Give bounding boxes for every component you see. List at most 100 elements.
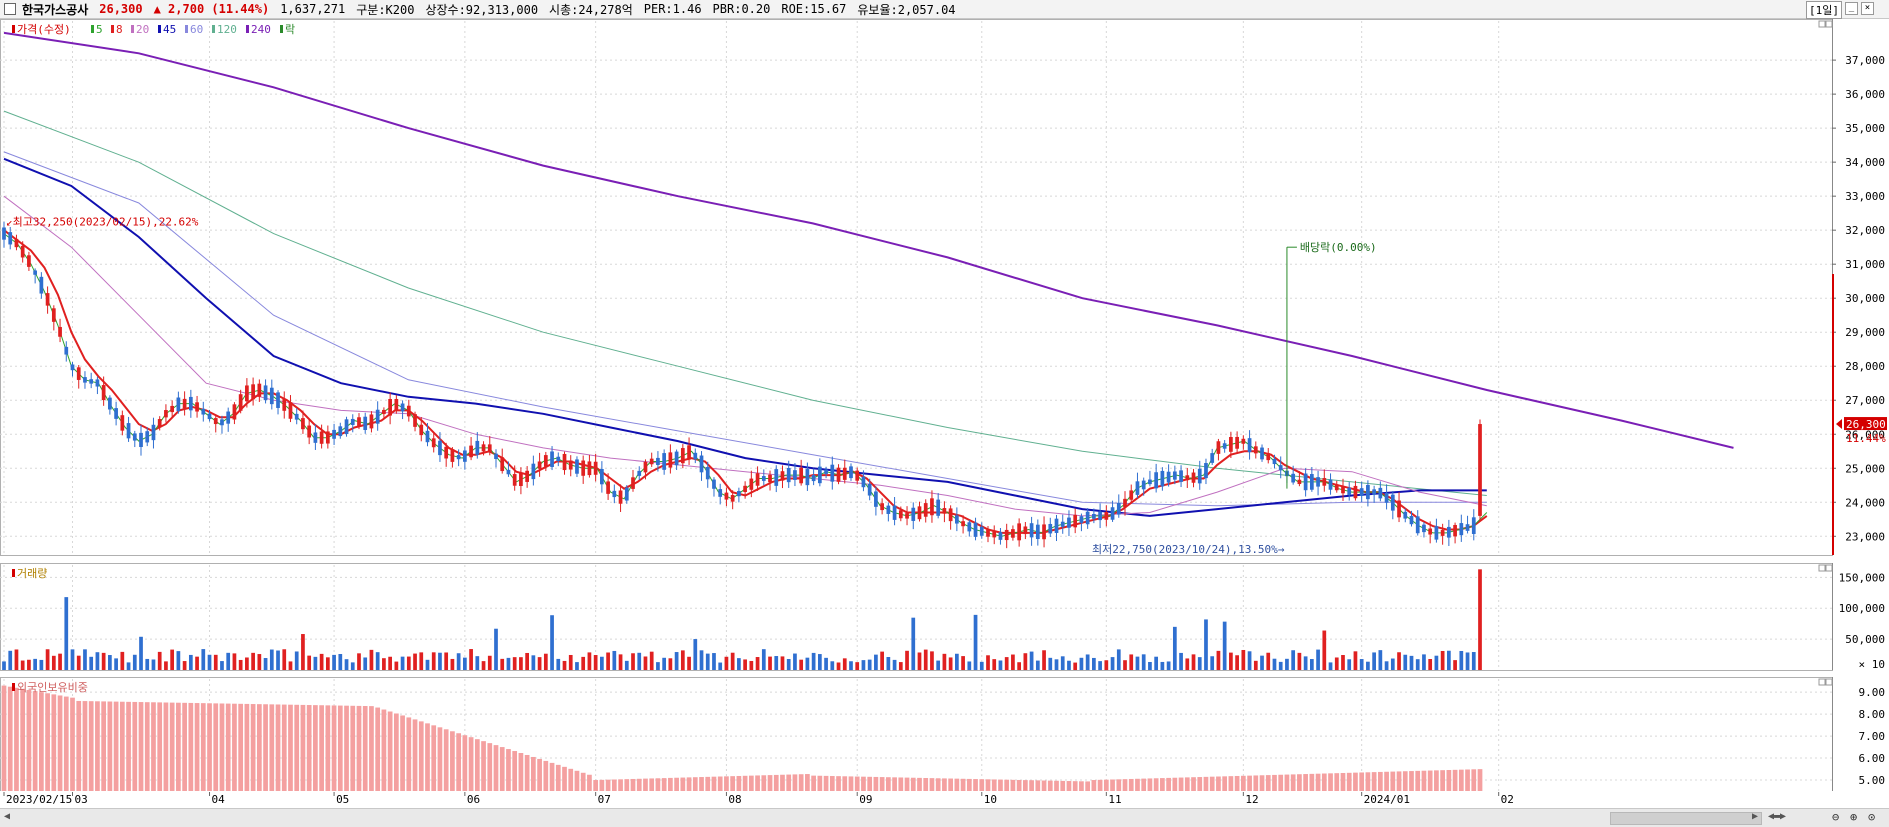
volume-bar bbox=[251, 652, 255, 670]
candle-body bbox=[755, 473, 760, 486]
volume-bar bbox=[1185, 658, 1190, 670]
candle-body bbox=[1465, 524, 1470, 531]
legend-item: 240 bbox=[251, 23, 271, 36]
foreign-bar bbox=[923, 777, 929, 791]
zoom-out-icon[interactable]: ⊖ bbox=[1832, 810, 1840, 824]
volume-bar bbox=[525, 652, 529, 670]
volume-bar bbox=[1366, 661, 1370, 670]
foreign-bar bbox=[462, 735, 468, 791]
foreign-bar bbox=[119, 701, 125, 791]
candle-body bbox=[600, 468, 604, 485]
candle-body bbox=[1085, 511, 1090, 525]
candle-body bbox=[369, 414, 374, 429]
foreign-bar bbox=[82, 701, 88, 791]
foreign-bar bbox=[1085, 781, 1091, 791]
volume-bar bbox=[1067, 660, 1071, 670]
foreign-bar bbox=[176, 702, 181, 791]
foreign-bar bbox=[767, 775, 773, 791]
volume-bar bbox=[961, 656, 965, 670]
stock-name: 한국가스공사 bbox=[22, 2, 89, 17]
scroll-left-icon[interactable]: ◀ bbox=[4, 811, 11, 822]
volume-bar bbox=[643, 656, 648, 670]
scroll-right-icon[interactable]: ▶ bbox=[1752, 811, 1759, 822]
select-checkbox[interactable] bbox=[4, 3, 16, 15]
candle-body bbox=[1328, 479, 1333, 490]
foreign-bar bbox=[531, 756, 536, 791]
candle-body bbox=[151, 424, 156, 441]
foreign-bar bbox=[474, 739, 480, 791]
period-selector[interactable]: [1일] bbox=[1806, 1, 1842, 19]
zoom-reset-icon[interactable]: ⊙ bbox=[1868, 810, 1876, 824]
foreign-bar bbox=[1216, 776, 1221, 791]
foreign-bar bbox=[1166, 777, 1171, 791]
candle-body bbox=[1229, 437, 1233, 452]
foreign-bar bbox=[985, 779, 991, 791]
candle-body bbox=[1428, 528, 1433, 535]
volume-bar bbox=[357, 653, 361, 670]
foreign-bar bbox=[132, 701, 138, 791]
candle-body bbox=[519, 473, 523, 487]
candle-body bbox=[1060, 521, 1065, 527]
foreign-bar bbox=[425, 723, 430, 791]
volume-bar bbox=[101, 652, 106, 670]
candle-body bbox=[905, 513, 909, 519]
volume-bar bbox=[550, 615, 554, 670]
volume-bar bbox=[1073, 662, 1078, 670]
foreign-bar bbox=[1334, 773, 1340, 791]
volume-bar bbox=[487, 655, 492, 670]
foreign-bar bbox=[1160, 778, 1165, 791]
foreign-bar bbox=[661, 778, 667, 791]
foreign-bar bbox=[1128, 778, 1134, 791]
foreign-bar bbox=[1110, 779, 1115, 791]
candle-body bbox=[992, 531, 997, 538]
foreign-bar bbox=[1103, 779, 1109, 791]
volume-bar bbox=[1197, 657, 1202, 670]
volume-bar bbox=[786, 659, 791, 670]
range-slider-icon[interactable]: ◀▬▶ bbox=[1768, 811, 1787, 822]
chart-scrollbar[interactable]: ◀ ▶ ◀▬▶ ⊖ ⊕ ⊙ bbox=[0, 808, 1889, 827]
volume-bar bbox=[1285, 658, 1289, 670]
volume-bar bbox=[1378, 650, 1383, 670]
price-tick-label: 24,000 bbox=[1845, 496, 1885, 509]
foreign-bar bbox=[1340, 772, 1346, 791]
candle-body bbox=[475, 440, 480, 455]
foreign-bar bbox=[387, 711, 393, 791]
candle-body bbox=[1023, 526, 1028, 535]
candle-body bbox=[33, 270, 37, 275]
volume-bar bbox=[1328, 662, 1333, 670]
candle-body bbox=[195, 402, 199, 412]
zoom-in-icon[interactable]: ⊕ bbox=[1850, 810, 1858, 824]
volume-bar bbox=[1154, 656, 1159, 670]
volume-bar bbox=[687, 656, 691, 670]
volume-bar bbox=[1459, 650, 1464, 670]
candle-body bbox=[425, 430, 430, 443]
volume-bar bbox=[475, 656, 480, 670]
candle-body bbox=[898, 510, 903, 519]
volume-bar bbox=[874, 654, 878, 670]
foreign-bar bbox=[337, 705, 343, 791]
volume-bar bbox=[1135, 656, 1140, 670]
foreign-bar bbox=[966, 778, 972, 791]
volume-bar bbox=[1272, 658, 1277, 670]
volume-bar bbox=[1222, 621, 1227, 670]
foreign-bar bbox=[717, 776, 723, 791]
candle-body bbox=[880, 503, 884, 511]
window-minimize-icon[interactable]: _ bbox=[1845, 2, 1858, 15]
volume-bar bbox=[33, 658, 37, 670]
foreign-tick-label: 8.00 bbox=[1859, 708, 1886, 721]
stock-chart[interactable]: 23,000 24,000 25,000 26,000 27,000 28,000 29,0… bbox=[0, 19, 1889, 791]
foreign-legend-swatch bbox=[12, 683, 15, 691]
legend-item: 가격(수정) bbox=[17, 23, 71, 36]
foreign-bar bbox=[568, 768, 574, 791]
scroll-thumb[interactable] bbox=[1610, 812, 1762, 825]
volume-bar bbox=[126, 662, 131, 670]
window-close-icon[interactable]: × bbox=[1861, 2, 1874, 15]
foreign-bar bbox=[518, 753, 524, 791]
foreign-bar bbox=[1203, 776, 1209, 791]
candle-body bbox=[307, 425, 312, 438]
volume-bar bbox=[481, 661, 486, 670]
foreign-bar bbox=[481, 741, 486, 791]
volume-bar bbox=[114, 658, 118, 670]
candle-body bbox=[1129, 490, 1134, 500]
foreign-bar bbox=[798, 774, 804, 791]
